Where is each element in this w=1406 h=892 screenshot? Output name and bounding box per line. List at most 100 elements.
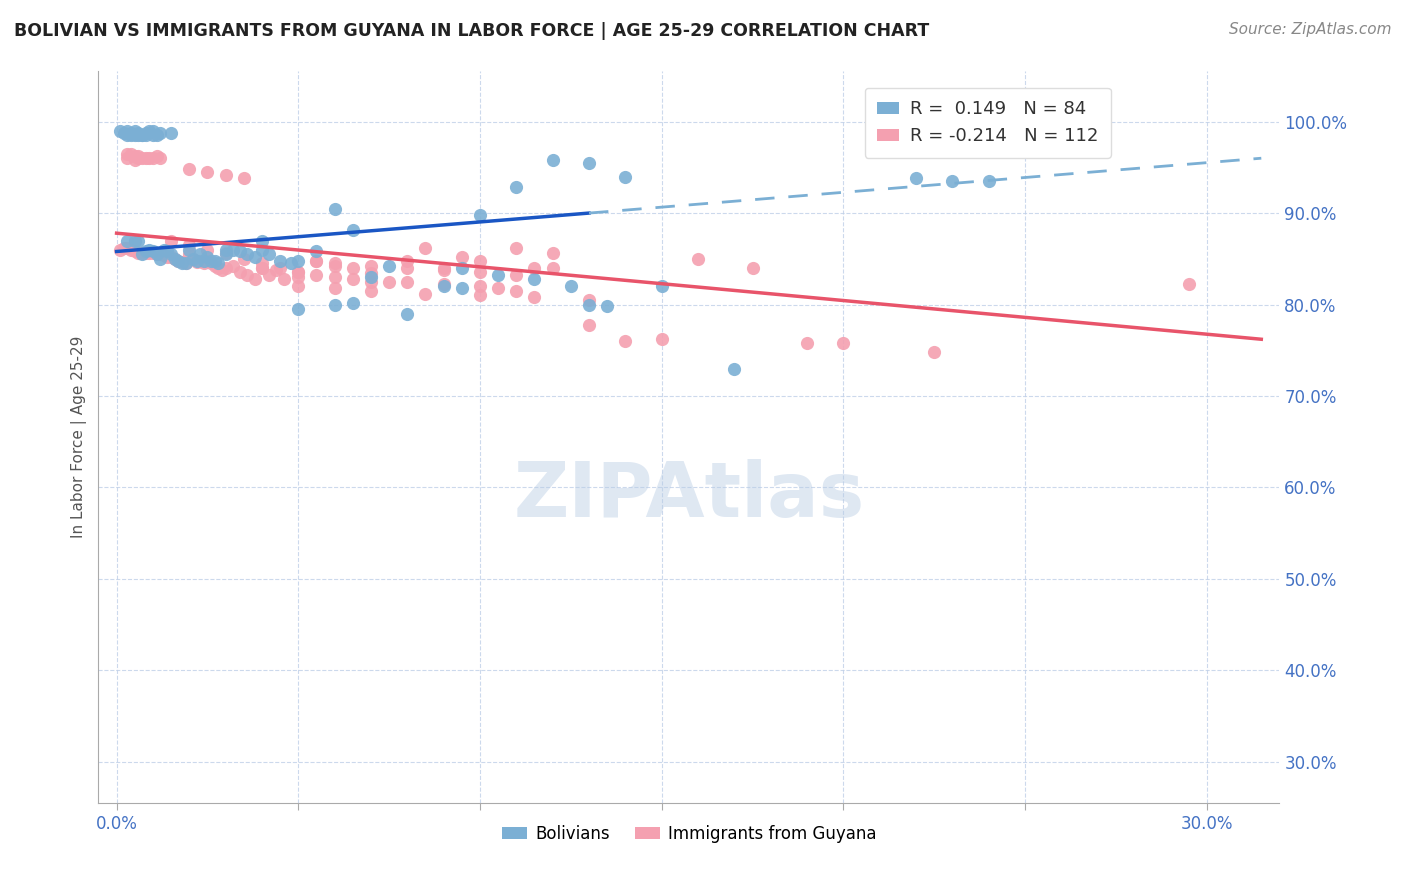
Point: [186, 253, 208, 268]
Point: [651, 279, 673, 293]
Point: [138, 243, 160, 257]
Point: [269, 260, 291, 275]
Point: [160, 247, 183, 261]
Point: [149, 126, 172, 140]
Point: [174, 256, 197, 270]
Point: [614, 169, 637, 184]
Point: [127, 246, 149, 260]
Point: [686, 252, 709, 266]
Point: [117, 241, 139, 255]
Point: [250, 256, 273, 270]
Point: [287, 264, 309, 278]
Point: [145, 247, 167, 261]
Point: [214, 246, 236, 260]
Point: [360, 270, 382, 285]
Point: [149, 252, 172, 266]
Point: [305, 253, 328, 268]
Point: [138, 124, 160, 138]
Point: [578, 318, 600, 332]
Point: [396, 253, 419, 268]
Point: [197, 165, 219, 179]
Point: [541, 260, 564, 275]
Point: [342, 260, 364, 275]
Point: [127, 234, 149, 248]
Point: [723, 361, 745, 376]
Point: [266, 262, 288, 277]
Point: [305, 244, 328, 259]
Point: [450, 260, 472, 275]
Point: [142, 244, 165, 259]
Point: [468, 279, 491, 293]
Point: [505, 180, 527, 194]
Point: [170, 255, 193, 269]
Point: [832, 335, 855, 350]
Point: [124, 153, 146, 167]
Point: [468, 288, 491, 302]
Point: [541, 153, 564, 167]
Point: [796, 335, 818, 350]
Point: [250, 234, 273, 248]
Point: [433, 262, 456, 277]
Point: [323, 202, 346, 216]
Point: [287, 301, 309, 317]
Point: [1177, 277, 1199, 292]
Point: [250, 243, 273, 257]
Point: [124, 124, 146, 138]
Point: [188, 247, 211, 261]
Point: [243, 272, 266, 286]
Point: [523, 272, 546, 286]
Point: [120, 243, 142, 257]
Point: [342, 222, 364, 236]
Point: [287, 270, 309, 285]
Point: [179, 238, 201, 252]
Point: [323, 256, 346, 270]
Point: [160, 250, 183, 264]
Point: [323, 259, 346, 273]
Point: [207, 260, 229, 275]
Point: [214, 260, 236, 275]
Point: [243, 250, 266, 264]
Point: [578, 297, 600, 311]
Point: [505, 268, 527, 283]
Point: [131, 246, 153, 260]
Point: [222, 259, 245, 273]
Point: [323, 270, 346, 285]
Point: [181, 252, 204, 266]
Point: [153, 248, 176, 262]
Point: [396, 260, 419, 275]
Point: [378, 275, 401, 289]
Point: [138, 151, 160, 165]
Point: [127, 128, 149, 143]
Point: [131, 128, 153, 143]
Point: [145, 128, 167, 143]
Point: [149, 247, 172, 261]
Point: [167, 253, 190, 268]
Point: [131, 128, 153, 143]
Point: [163, 252, 186, 266]
Point: [305, 268, 328, 283]
Point: [250, 260, 273, 275]
Text: Source: ZipAtlas.com: Source: ZipAtlas.com: [1229, 22, 1392, 37]
Point: [578, 155, 600, 169]
Point: [596, 299, 619, 313]
Point: [651, 332, 673, 346]
Point: [188, 253, 211, 268]
Point: [415, 241, 437, 255]
Point: [323, 297, 346, 311]
Point: [229, 264, 252, 278]
Point: [214, 168, 236, 182]
Point: [287, 264, 309, 278]
Point: [197, 253, 219, 268]
Text: BOLIVIAN VS IMMIGRANTS FROM GUYANA IN LABOR FORCE | AGE 25-29 CORRELATION CHART: BOLIVIAN VS IMMIGRANTS FROM GUYANA IN LA…: [14, 22, 929, 40]
Point: [145, 247, 167, 261]
Point: [124, 128, 146, 143]
Point: [117, 128, 139, 143]
Point: [468, 208, 491, 222]
Point: [112, 241, 135, 255]
Point: [127, 151, 149, 165]
Y-axis label: In Labor Force | Age 25-29: In Labor Force | Age 25-29: [72, 336, 87, 538]
Point: [396, 307, 419, 321]
Point: [197, 243, 219, 257]
Point: [360, 275, 382, 289]
Point: [127, 149, 149, 163]
